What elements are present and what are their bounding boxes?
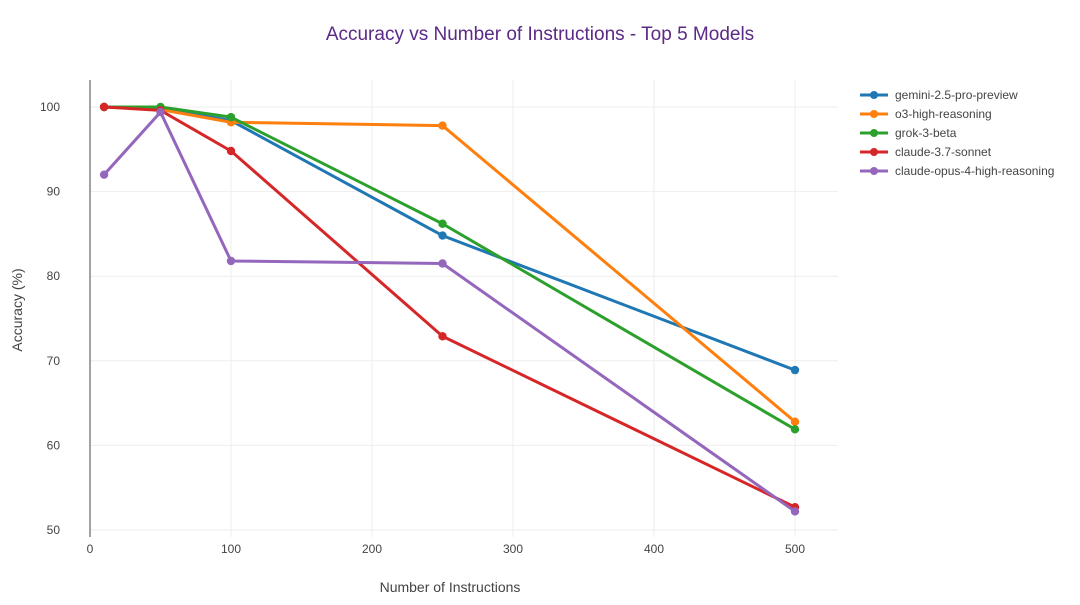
y-tick-label: 80 [47, 269, 61, 283]
legend-swatch-marker [870, 148, 878, 156]
data-point [790, 365, 800, 375]
series-gemini-2.5-pro-preview [99, 102, 800, 375]
legend: gemini-2.5-pro-preview o3-high-reasoning g… [860, 88, 1054, 178]
y-axis-title: Accuracy (%) [9, 268, 25, 351]
legend-item: claude-3.7-sonnet [860, 145, 992, 159]
series-layer [99, 102, 800, 516]
data-point [226, 112, 236, 122]
x-tick-label: 400 [644, 542, 664, 556]
y-tick-label: 70 [47, 354, 61, 368]
data-point [99, 170, 109, 179]
y-tick-label: 60 [47, 438, 61, 452]
legend-label: o3-high-reasoning [895, 107, 992, 121]
data-point [790, 507, 800, 516]
y-tick-label: 90 [47, 185, 61, 199]
axis-layer: 50 60 70 80 90 100 0 100 200 300 400 500 [40, 80, 805, 556]
x-axis-title: Number of Instructions [380, 579, 521, 595]
legend-label: gemini-2.5-pro-preview [895, 88, 1018, 102]
data-point [790, 425, 800, 434]
legend-swatch-marker [870, 110, 878, 118]
legend-item: gemini-2.5-pro-preview [860, 88, 1018, 102]
legend-item: grok-3-beta [860, 126, 957, 140]
chart-title: Accuracy vs Number of Instructions - Top… [326, 24, 754, 45]
series-claude-3.7-sonnet [99, 102, 800, 512]
legend-swatch-marker [870, 129, 878, 137]
x-tick-label: 300 [503, 542, 523, 556]
data-point [438, 231, 447, 240]
grid-layer [90, 80, 838, 537]
series-line [102, 110, 796, 513]
data-point [438, 121, 447, 130]
series-line [104, 105, 796, 423]
series-claude-opus-4-high-reasoning [99, 107, 800, 516]
legend-item: o3-high-reasoning [860, 107, 992, 121]
legend-label: grok-3-beta [895, 126, 957, 140]
series-line [104, 105, 796, 509]
data-point [99, 102, 109, 112]
data-point [790, 417, 800, 426]
legend-label: claude-opus-4-high-reasoning [895, 164, 1054, 178]
legend-label: claude-3.7-sonnet [895, 145, 992, 159]
x-tick-label: 500 [785, 542, 805, 556]
x-tick-label: 200 [362, 542, 382, 556]
data-point [156, 107, 165, 117]
data-point [226, 256, 236, 266]
data-point [226, 146, 236, 156]
legend-swatch-marker [870, 167, 878, 175]
legend-item: claude-opus-4-high-reasoning [860, 164, 1054, 178]
legend-swatch-marker [870, 91, 878, 99]
series-o3-high-reasoning [99, 102, 800, 426]
data-point [438, 219, 447, 228]
x-tick-label: 100 [221, 542, 241, 556]
y-tick-label: 50 [47, 523, 61, 537]
y-tick-label: 100 [40, 100, 60, 114]
data-point [438, 259, 447, 268]
x-tick-label: 0 [87, 542, 94, 556]
data-point [438, 332, 447, 341]
series-line [104, 105, 796, 372]
